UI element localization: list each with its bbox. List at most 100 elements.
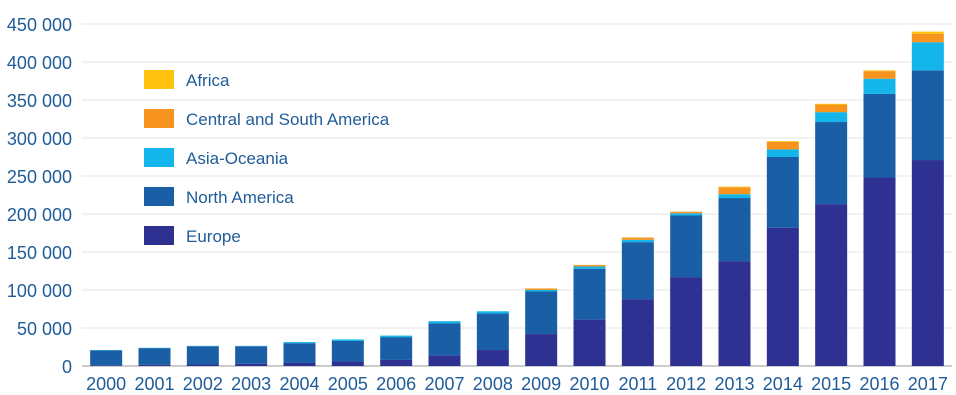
bar-segment-north-america-2006 <box>380 337 413 360</box>
x-tick-label: 2002 <box>183 374 223 394</box>
legend-label: Africa <box>186 71 230 90</box>
bar-segment-europe-2012 <box>670 277 703 366</box>
x-tick-label: 2012 <box>666 374 706 394</box>
x-tick-label: 2003 <box>231 374 271 394</box>
y-tick-label: 450 000 <box>7 15 72 35</box>
bar-segment-asia-oceania-2011 <box>621 239 654 243</box>
bar-segment-central-and-south-america-2009 <box>525 288 558 290</box>
bar-segment-central-and-south-america-2011 <box>621 237 654 240</box>
bar-segment-asia-oceania-2015 <box>815 112 848 123</box>
bar-segment-asia-oceania-2006 <box>380 335 413 338</box>
y-tick-label: 0 <box>62 357 72 377</box>
y-tick-label: 50 000 <box>17 319 72 339</box>
bar-segment-north-america-2014 <box>766 157 799 228</box>
bar-segment-europe-2006 <box>380 359 413 366</box>
x-tick-label: 2004 <box>279 374 319 394</box>
bar-segment-north-america-2003 <box>235 346 268 364</box>
x-tick-label: 2005 <box>328 374 368 394</box>
bar-segment-asia-oceania-2008 <box>476 311 509 314</box>
bar-segment-north-america-2011 <box>621 242 654 300</box>
legend: Africa Central and South America Asia-Ocea… <box>144 70 390 246</box>
bar-segment-europe-2009 <box>525 334 558 366</box>
bar-segment-europe-2017 <box>911 160 944 366</box>
bar-segment-central-and-south-america-2014 <box>766 141 799 150</box>
bar-segment-north-america-2002 <box>186 346 219 365</box>
y-tick-label: 150 000 <box>7 243 72 263</box>
bar-segment-asia-oceania-2012 <box>670 213 703 216</box>
bar-segment-north-america-2010 <box>573 268 606 320</box>
bar-segment-north-america-2008 <box>476 313 509 351</box>
x-tick-label: 2015 <box>811 374 851 394</box>
x-tick-label: 2010 <box>569 374 609 394</box>
bar-segment-europe-2003 <box>235 363 268 366</box>
bar-segment-asia-oceania-2004 <box>283 342 316 344</box>
bar-segment-north-america-2016 <box>863 93 896 178</box>
bar-segment-europe-2004 <box>283 362 316 366</box>
bar-segment-north-america-2017 <box>911 70 944 161</box>
bar-segment-europe-2010 <box>573 319 606 366</box>
bar-segment-north-america-2005 <box>331 340 364 362</box>
bar-segment-asia-oceania-2007 <box>428 321 461 324</box>
x-tick-label: 2014 <box>763 374 803 394</box>
legend-label: Central and South America <box>186 110 390 129</box>
legend-label: North America <box>186 188 294 207</box>
x-tick-label: 2011 <box>618 374 657 394</box>
bar-segment-europe-2008 <box>476 350 509 366</box>
bar-segment-europe-2016 <box>863 177 896 366</box>
bar-segment-africa-2013 <box>718 186 751 188</box>
bar-segment-europe-2015 <box>815 204 848 366</box>
x-tick-label: 2013 <box>714 374 754 394</box>
bar-segment-north-america-2012 <box>670 215 703 278</box>
gridlines <box>82 23 952 367</box>
bar-segment-europe-2005 <box>331 361 364 366</box>
bars <box>90 31 944 366</box>
bar-segment-north-america-2000 <box>90 350 123 366</box>
bar-segment-europe-2014 <box>766 227 799 366</box>
bar-segment-north-america-2007 <box>428 323 461 356</box>
x-tick-label: 2008 <box>473 374 513 394</box>
bar-segment-central-and-south-america-2016 <box>863 71 896 79</box>
legend-swatch <box>144 148 174 167</box>
bar-segment-europe-2000 <box>90 365 123 366</box>
x-tick-label: 2016 <box>859 374 899 394</box>
bar-segment-central-and-south-america-2012 <box>670 211 703 214</box>
x-axis-ticks: 2000 2001 2002 2003 2004 2005 2006 2007 2008 2009… <box>86 374 948 394</box>
x-tick-label: 2017 <box>908 374 948 394</box>
legend-swatch <box>144 226 174 245</box>
bar-segment-central-and-south-america-2013 <box>718 187 751 195</box>
bar-segment-europe-2013 <box>718 261 751 366</box>
bar-segment-central-and-south-america-2017 <box>911 33 944 43</box>
bar-segment-europe-2007 <box>428 355 461 366</box>
bar-segment-asia-oceania-2017 <box>911 42 944 71</box>
legend-label: Europe <box>186 227 241 246</box>
bar-segment-africa-2014 <box>766 141 799 142</box>
legend-swatch <box>144 187 174 206</box>
bar-segment-north-america-2013 <box>718 198 751 262</box>
bar-segment-asia-oceania-2005 <box>331 339 364 341</box>
bar-segment-north-america-2004 <box>283 343 316 363</box>
y-tick-label: 100 000 <box>7 281 72 301</box>
y-axis-ticks: 0 50 000 100 000 150 000 200 000 250 000 300 0… <box>7 15 72 377</box>
x-tick-label: 2009 <box>521 374 561 394</box>
bar-segment-africa-2017 <box>911 31 944 34</box>
y-tick-label: 400 000 <box>7 53 72 73</box>
bar-segment-north-america-2009 <box>525 291 558 335</box>
bar-segment-europe-2002 <box>186 364 219 366</box>
legend-swatch <box>144 70 174 89</box>
bar-segment-asia-oceania-2010 <box>573 266 606 269</box>
bar-segment-asia-oceania-2009 <box>525 290 558 292</box>
bar-segment-central-and-south-america-2010 <box>573 264 606 267</box>
legend-label: Asia-Oceania <box>186 149 289 168</box>
legend-swatch <box>144 109 174 128</box>
bar-segment-asia-oceania-2014 <box>766 149 799 157</box>
bar-segment-central-and-south-america-2015 <box>815 104 848 113</box>
x-tick-label: 2001 <box>134 374 174 394</box>
bar-segment-asia-oceania-2013 <box>718 194 751 199</box>
bar-segment-asia-oceania-2016 <box>863 78 896 94</box>
bar-segment-north-america-2015 <box>815 122 848 205</box>
bar-segment-europe-2001 <box>138 364 171 366</box>
bar-segment-africa-2016 <box>863 70 896 72</box>
y-tick-label: 300 000 <box>7 129 72 149</box>
bar-segment-europe-2011 <box>621 299 654 366</box>
